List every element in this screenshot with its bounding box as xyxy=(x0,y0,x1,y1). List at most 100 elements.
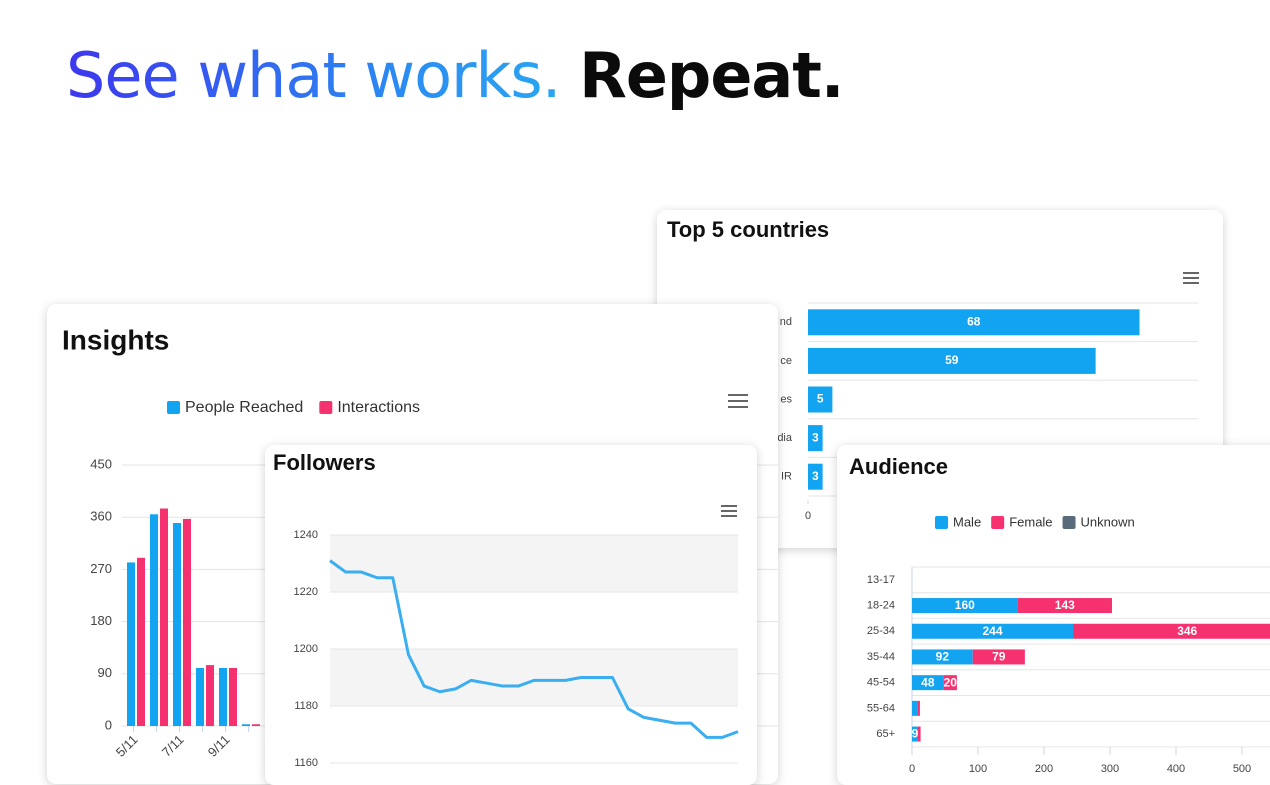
legend-label: Interactions xyxy=(337,399,420,416)
y-tick-label: dia xyxy=(777,432,793,444)
legend-swatch xyxy=(1062,516,1076,529)
bar xyxy=(196,668,204,726)
data-label: 244 xyxy=(983,624,1003,638)
legend-label: Unknown xyxy=(1081,514,1135,529)
x-tick-label: 300 xyxy=(1101,763,1119,775)
chart-title: Top 5 countries xyxy=(667,217,829,242)
followers-card: Followers 1160 1180 1200 1220 1240 xyxy=(265,445,757,785)
legend-label: People Reached xyxy=(185,399,303,416)
bar-segment xyxy=(972,649,1025,665)
page: {"headline": {"part1": "See what works."… xyxy=(62,36,1270,775)
y-tick-label: 18-24 xyxy=(867,599,895,611)
data-label: 5 xyxy=(817,392,824,406)
data-label: 346 xyxy=(1177,624,1197,638)
bar-segment xyxy=(1073,623,1270,639)
headline-part: See what works. xyxy=(66,39,561,112)
y-tick-label: 1240 xyxy=(294,529,318,541)
bar xyxy=(808,347,1096,374)
y-tick-label: 0 xyxy=(105,717,112,732)
menu-icon[interactable] xyxy=(728,394,748,408)
bar-segment xyxy=(912,598,1018,614)
bar xyxy=(183,518,191,726)
bar xyxy=(219,668,227,726)
y-tick-label: nd xyxy=(780,316,792,328)
plot-band xyxy=(330,649,738,706)
line xyxy=(329,559,739,739)
chart: Followers 1160 1180 1200 1220 1240 xyxy=(273,450,739,769)
x-tick-label: 500 xyxy=(1233,763,1251,775)
bar xyxy=(808,463,823,490)
x-tick-label: 7/11 xyxy=(159,732,187,760)
legend-label: Male xyxy=(953,514,981,529)
bar xyxy=(150,514,158,726)
y-tick-label: 65+ xyxy=(876,728,895,740)
bar-segment xyxy=(912,623,1074,639)
x-tick-label: 400 xyxy=(1167,763,1185,775)
y-tick-label: 1200 xyxy=(294,643,318,655)
y-tick-label: 360 xyxy=(90,509,112,524)
data-label: 92 xyxy=(936,650,950,664)
x-tick-label: 9/11 xyxy=(205,732,233,760)
data-label: 143 xyxy=(1055,598,1075,612)
bar xyxy=(206,665,214,726)
y-tick-label: ce xyxy=(780,355,792,367)
data-label: 68 xyxy=(967,314,981,328)
audience-card: Audience Male Female Unknown 0 100 200 300 400 5… xyxy=(837,445,1270,785)
data-label: 59 xyxy=(945,353,959,367)
y-tick-label: 1180 xyxy=(294,700,318,712)
headline-part: Repeat. xyxy=(579,39,844,112)
bar-segment xyxy=(912,726,918,742)
x-tick-label: 0 xyxy=(909,763,915,775)
bar xyxy=(137,557,145,726)
legend-swatch xyxy=(319,401,333,414)
x-tick-label: 100 xyxy=(969,763,987,775)
x-tick-label: 0 xyxy=(805,510,811,522)
bar-segment xyxy=(943,675,957,691)
headline: See what works. Repeat. xyxy=(66,36,844,116)
y-tick-label: 45-54 xyxy=(867,677,895,689)
y-tick-label: 13-17 xyxy=(867,574,895,586)
y-tick-label: 1220 xyxy=(294,586,318,598)
bar xyxy=(127,562,135,726)
bar xyxy=(808,386,833,413)
menu-icon[interactable] xyxy=(1183,272,1199,284)
bar xyxy=(160,508,168,726)
bar xyxy=(808,309,1140,336)
legend-label: Female xyxy=(1009,514,1052,529)
data-label: 48 xyxy=(921,675,935,689)
y-tick-label: 1160 xyxy=(294,757,318,769)
data-label: 79 xyxy=(992,650,1006,664)
chart-title: Audience xyxy=(849,454,948,479)
bar-segment xyxy=(912,675,944,691)
y-tick-label: 55-64 xyxy=(867,702,895,714)
bar-segment xyxy=(917,700,920,716)
chart: Audience Male Female Unknown 0 100 200 300 400 5… xyxy=(849,454,1270,775)
data-label: 3 xyxy=(812,430,819,444)
chart-title: Insights xyxy=(62,324,169,355)
bar xyxy=(242,724,250,726)
y-tick-label: 35-44 xyxy=(867,651,895,663)
legend-swatch xyxy=(167,401,180,414)
data-label: 160 xyxy=(955,598,975,612)
bar xyxy=(252,724,260,726)
legend-swatch xyxy=(991,516,1005,529)
menu-icon[interactable] xyxy=(721,505,737,517)
bar xyxy=(229,668,237,726)
x-tick-label: 200 xyxy=(1035,763,1053,775)
bar xyxy=(173,523,181,726)
legend-swatch xyxy=(935,516,948,529)
chart-title: Followers xyxy=(273,450,376,475)
bar-segment xyxy=(912,700,918,716)
y-tick-label: 270 xyxy=(90,561,112,576)
y-tick-label: 90 xyxy=(98,665,112,680)
chart: Insights People Reached Interactions 0 90 18… xyxy=(62,324,778,760)
bar xyxy=(808,425,823,452)
x-tick-label: 5/11 xyxy=(113,732,141,760)
data-label: 20 xyxy=(944,675,958,689)
y-tick-label: IR xyxy=(781,471,792,483)
bar-segment xyxy=(912,649,973,665)
plot-band xyxy=(330,535,738,592)
data-label: 9 xyxy=(912,727,919,741)
y-tick-label: 25-34 xyxy=(867,625,895,637)
y-tick-label: 180 xyxy=(90,613,112,628)
